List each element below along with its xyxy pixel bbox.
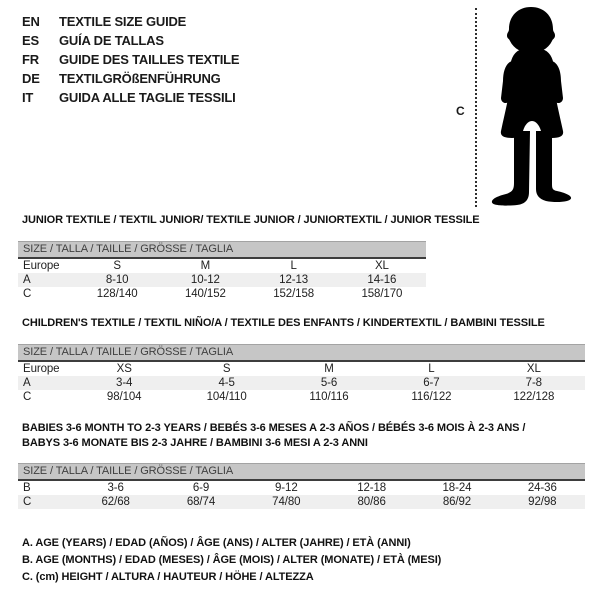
age-cell: 12-18 [357,482,387,494]
language-list: EN TEXTILE SIZE GUIDE ES GUÍA DE TALLAS … [22,12,240,107]
height-cell: 140/152 [184,288,226,300]
age-cell: 6-7 [423,377,440,389]
language-row-fr: FR GUIDE DES TAILLES TEXTILE [22,50,240,69]
size-cell: M [200,260,211,272]
table-row-age: A 3-4 4-5 5-6 6-7 7-8 [18,376,585,390]
height-cell: 122/128 [513,391,555,403]
age-cell: 4-5 [218,377,235,389]
height-cell: 128/140 [96,288,138,300]
baby-silhouette-icon [491,7,572,206]
babies-table-title-line1: BABIES 3-6 MONTH TO 2-3 YEARS / BEBÉS 3-… [22,422,526,434]
language-code: EN [22,14,40,29]
table-row-height: C 62/68 68/74 74/80 80/86 86/92 92/98 [18,495,585,509]
height-cell: 74/80 [272,496,301,508]
table-row-height: C 128/140 140/152 152/158 158/170 [18,287,426,301]
height-cell: 110/116 [309,391,349,403]
row-label: A [23,274,31,286]
height-cell: 86/92 [442,496,472,508]
guide-title-en: TEXTILE SIZE GUIDE [59,14,187,29]
age-cell: 24-36 [527,482,557,494]
guide-title-de: TEXTILGRÖßENFÜHRUNG [59,71,221,86]
height-dotted-line [475,8,477,207]
legend-line-b: B. AGE (MONTHS) / EDAD (MESES) / ÂGE (MO… [22,554,442,566]
height-cell: 152/158 [273,288,315,300]
age-cell: 10-12 [190,274,220,286]
height-cell: 62/68 [101,496,130,508]
babies-table-title: BABIES 3-6 MONTH TO 2-3 YEARS / BEBÉS 3-… [18,421,585,451]
table-row-age: A 8-10 10-12 12-13 14-16 [18,273,426,287]
babies-table: BABIES 3-6 MONTH TO 2-3 YEARS / BEBÉS 3-… [18,421,585,509]
children-table: CHILDREN'S TEXTILE / TEXTIL NIÑO/A / TEX… [18,317,585,404]
junior-table: JUNIOR TEXTILE / TEXTIL JUNIOR/ TEXTILE … [18,214,480,301]
size-header-bar: SIZE / TALLA / TAILLE / GRÖSSE / TAGLIA [18,241,426,259]
row-label: A [23,377,31,389]
legend-line-a: A. AGE (YEARS) / EDAD (AÑOS) / ÂGE (ANS)… [22,537,411,549]
size-cell: S [222,363,231,375]
size-header-bar: SIZE / TALLA / TAILLE / GRÖSSE / TAGLIA [18,463,585,481]
size-cell: M [324,363,334,375]
babies-table-title-line2: BABYS 3-6 MONATE BIS 2-3 JAHRE / BAMBINI… [22,437,368,449]
size-cell: XL [374,260,389,272]
height-cell: 158/170 [361,288,403,300]
size-cell: XS [116,363,132,375]
row-label: B [23,482,31,494]
age-cell: 5-6 [320,377,338,389]
age-cell: 18-24 [442,482,472,494]
height-cell: 116/122 [411,391,452,403]
language-code: DE [22,71,40,86]
legend: A. AGE (YEARS) / EDAD (AÑOS) / ÂGE (ANS)… [22,535,441,586]
age-cell: 3-6 [107,482,124,494]
row-label: Europe [23,260,60,272]
height-cell: 80/86 [357,496,386,508]
age-cell: 8-10 [105,274,129,286]
language-row-it: IT GUIDA ALLE TAGLIE TESSILI [22,88,239,107]
age-cell: 9-12 [275,482,298,494]
language-row-en: EN TEXTILE SIZE GUIDE [22,12,239,31]
row-label: C [23,288,32,300]
size-cell: S [113,260,121,272]
junior-table-title: JUNIOR TEXTILE / TEXTIL JUNIOR/ TEXTILE … [22,214,480,226]
height-measure-label: C [456,104,465,118]
height-cell: 104/110 [206,391,247,403]
guide-title-es: GUÍA DE TALLAS [59,33,164,48]
language-row-es: ES GUÍA DE TALLAS [22,31,239,50]
table-row-europe: Europe XS S M L XL [18,362,585,376]
height-cell: 98/104 [106,391,142,403]
row-label: Europe [23,363,60,375]
language-code: ES [22,33,39,48]
table-row-age-months: B 3-6 6-9 9-12 12-18 18-24 24-36 [18,481,585,495]
guide-title-fr: GUIDE DES TAILLES TEXTILE [59,52,240,67]
table-row-europe: Europe S M L XL [18,259,426,273]
language-row-de: DE TEXTILGRÖßENFÜHRUNG [22,69,239,88]
height-cell: 92/98 [528,496,557,508]
age-cell: 3-4 [116,377,133,389]
language-code: IT [22,90,34,105]
age-cell: 12-13 [279,274,309,286]
guide-title-it: GUIDA ALLE TAGLIE TESSILI [59,90,236,105]
row-label: C [23,391,32,403]
age-cell: 14-16 [367,274,397,286]
age-cell: 7-8 [525,377,542,389]
size-cell: XL [526,363,541,375]
language-code: FR [22,52,39,67]
row-label: C [23,496,32,508]
children-table-title: CHILDREN'S TEXTILE / TEXTIL NIÑO/A / TEX… [22,317,545,329]
legend-line-c: C. (cm) HEIGHT / ALTURA / HAUTEUR / HÖHE… [22,571,314,583]
age-cell: 6-9 [192,482,210,494]
size-header-bar: SIZE / TALLA / TAILLE / GRÖSSE / TAGLIA [18,344,585,362]
table-row-height: C 98/104 104/110 110/116 116/122 122/128 [18,390,585,404]
height-cell: 68/74 [186,496,216,508]
size-cell: L [428,363,435,375]
size-cell: L [290,260,297,272]
